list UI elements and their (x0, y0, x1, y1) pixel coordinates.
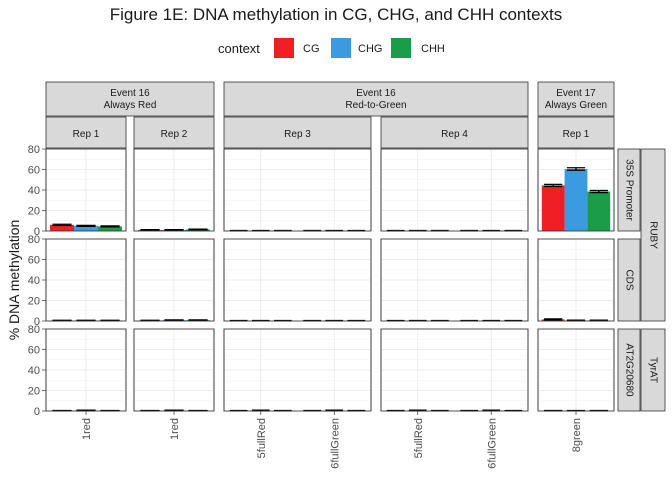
x-tick-label: 5fullRed (256, 418, 268, 458)
legend-label-cg: CG (303, 43, 320, 55)
x-tick-label: 1red (81, 418, 93, 440)
y-tick-label: 80 (28, 324, 40, 336)
row-strip-label: 35S Promoter (624, 159, 635, 221)
bar-chh (98, 226, 122, 231)
event-strip-label: Event 16 (110, 88, 150, 99)
legend: context CG CHG CHH (218, 38, 445, 58)
rep-strip (537, 116, 615, 149)
facet-panels (45, 148, 615, 412)
event-strip-sublabel: Always Red (104, 100, 157, 111)
event-strip-sublabel: Always Green (545, 100, 607, 111)
rep-strip-label: Rep 3 (284, 129, 311, 140)
group-strip-label: RUBY (648, 221, 659, 249)
event-strip-label: Event 17 (556, 88, 596, 99)
rep-strip (133, 116, 215, 149)
group-strip (640, 328, 666, 412)
facet-border (133, 238, 215, 322)
bar-cg (541, 185, 565, 231)
row-strip (617, 148, 641, 232)
x-tick-label: 8green (571, 418, 583, 452)
legend-label-chh: CHH (421, 43, 445, 55)
row-strip (617, 328, 641, 412)
y-tick-label: 40 (28, 365, 40, 377)
facet-border (537, 148, 615, 232)
rep-strip (380, 116, 529, 149)
group-strip-label: TyrAT (648, 357, 659, 383)
x-tick-label: 6fullGreen (329, 418, 341, 469)
rep-strip-label: Rep 2 (161, 129, 188, 140)
y-tick-label: 20 (28, 386, 40, 398)
rep-strip (223, 116, 372, 149)
y-tick-label: 60 (28, 165, 40, 177)
facet-border (133, 148, 215, 232)
legend-swatch-chg (331, 38, 351, 58)
rep-strip-label: Rep 4 (441, 129, 468, 140)
x-axis: 1red 1red 5fullRed 6fullGreen 5fullRed 6fullG… (81, 411, 583, 469)
row-strip-label: CDS (624, 269, 635, 290)
bar-chh (587, 191, 611, 231)
bar-chg (564, 168, 588, 231)
bar-chg (74, 225, 98, 231)
event-strip-label: Event 16 (356, 88, 396, 99)
facet-border (380, 148, 529, 232)
y-tick-label: 80 (28, 144, 40, 156)
facet-border (223, 238, 372, 322)
legend-label-chg: CHG (358, 43, 382, 55)
rep-strip-label: Rep 1 (73, 129, 100, 140)
row-strip (617, 238, 641, 322)
bar-cg (50, 224, 74, 231)
y-tick-label: 0 (34, 406, 40, 418)
y-tick-label: 0 (34, 226, 40, 238)
y-axis-title: % DNA methylation (6, 220, 22, 341)
rep-strip (45, 116, 127, 149)
facet-border (223, 328, 372, 412)
y-tick-label: 40 (28, 275, 40, 287)
x-tick-label: 1red (169, 418, 181, 440)
legend-title: context (218, 41, 260, 56)
y-tick-label: 0 (34, 316, 40, 328)
chart-title: Figure 1E: DNA methylation in CG, CHG, a… (109, 5, 563, 24)
y-tick-label: 60 (28, 255, 40, 267)
y-tick-label: 60 (28, 345, 40, 357)
facet-border (380, 328, 529, 412)
y-tick-label: 80 (28, 234, 40, 246)
facet-border (537, 238, 615, 322)
y-tick-label: 40 (28, 185, 40, 197)
facet-border (380, 238, 529, 322)
row-strip-label: AT2G20680 (624, 343, 635, 397)
group-strip (640, 148, 666, 322)
y-tick-label: 20 (28, 206, 40, 218)
y-tick-label: 20 (28, 296, 40, 308)
legend-swatch-cg (274, 38, 294, 58)
facet-border (223, 148, 372, 232)
x-tick-label: 5fullRed (413, 418, 425, 458)
legend-swatch-chh (391, 38, 411, 58)
event-strip (537, 81, 615, 117)
rep-strip-label: Rep 1 (563, 129, 590, 140)
event-strip (45, 81, 215, 117)
x-tick-label: 6fullGreen (486, 418, 498, 469)
event-strip (223, 81, 529, 117)
event-strip-sublabel: Red-to-Green (345, 100, 406, 111)
